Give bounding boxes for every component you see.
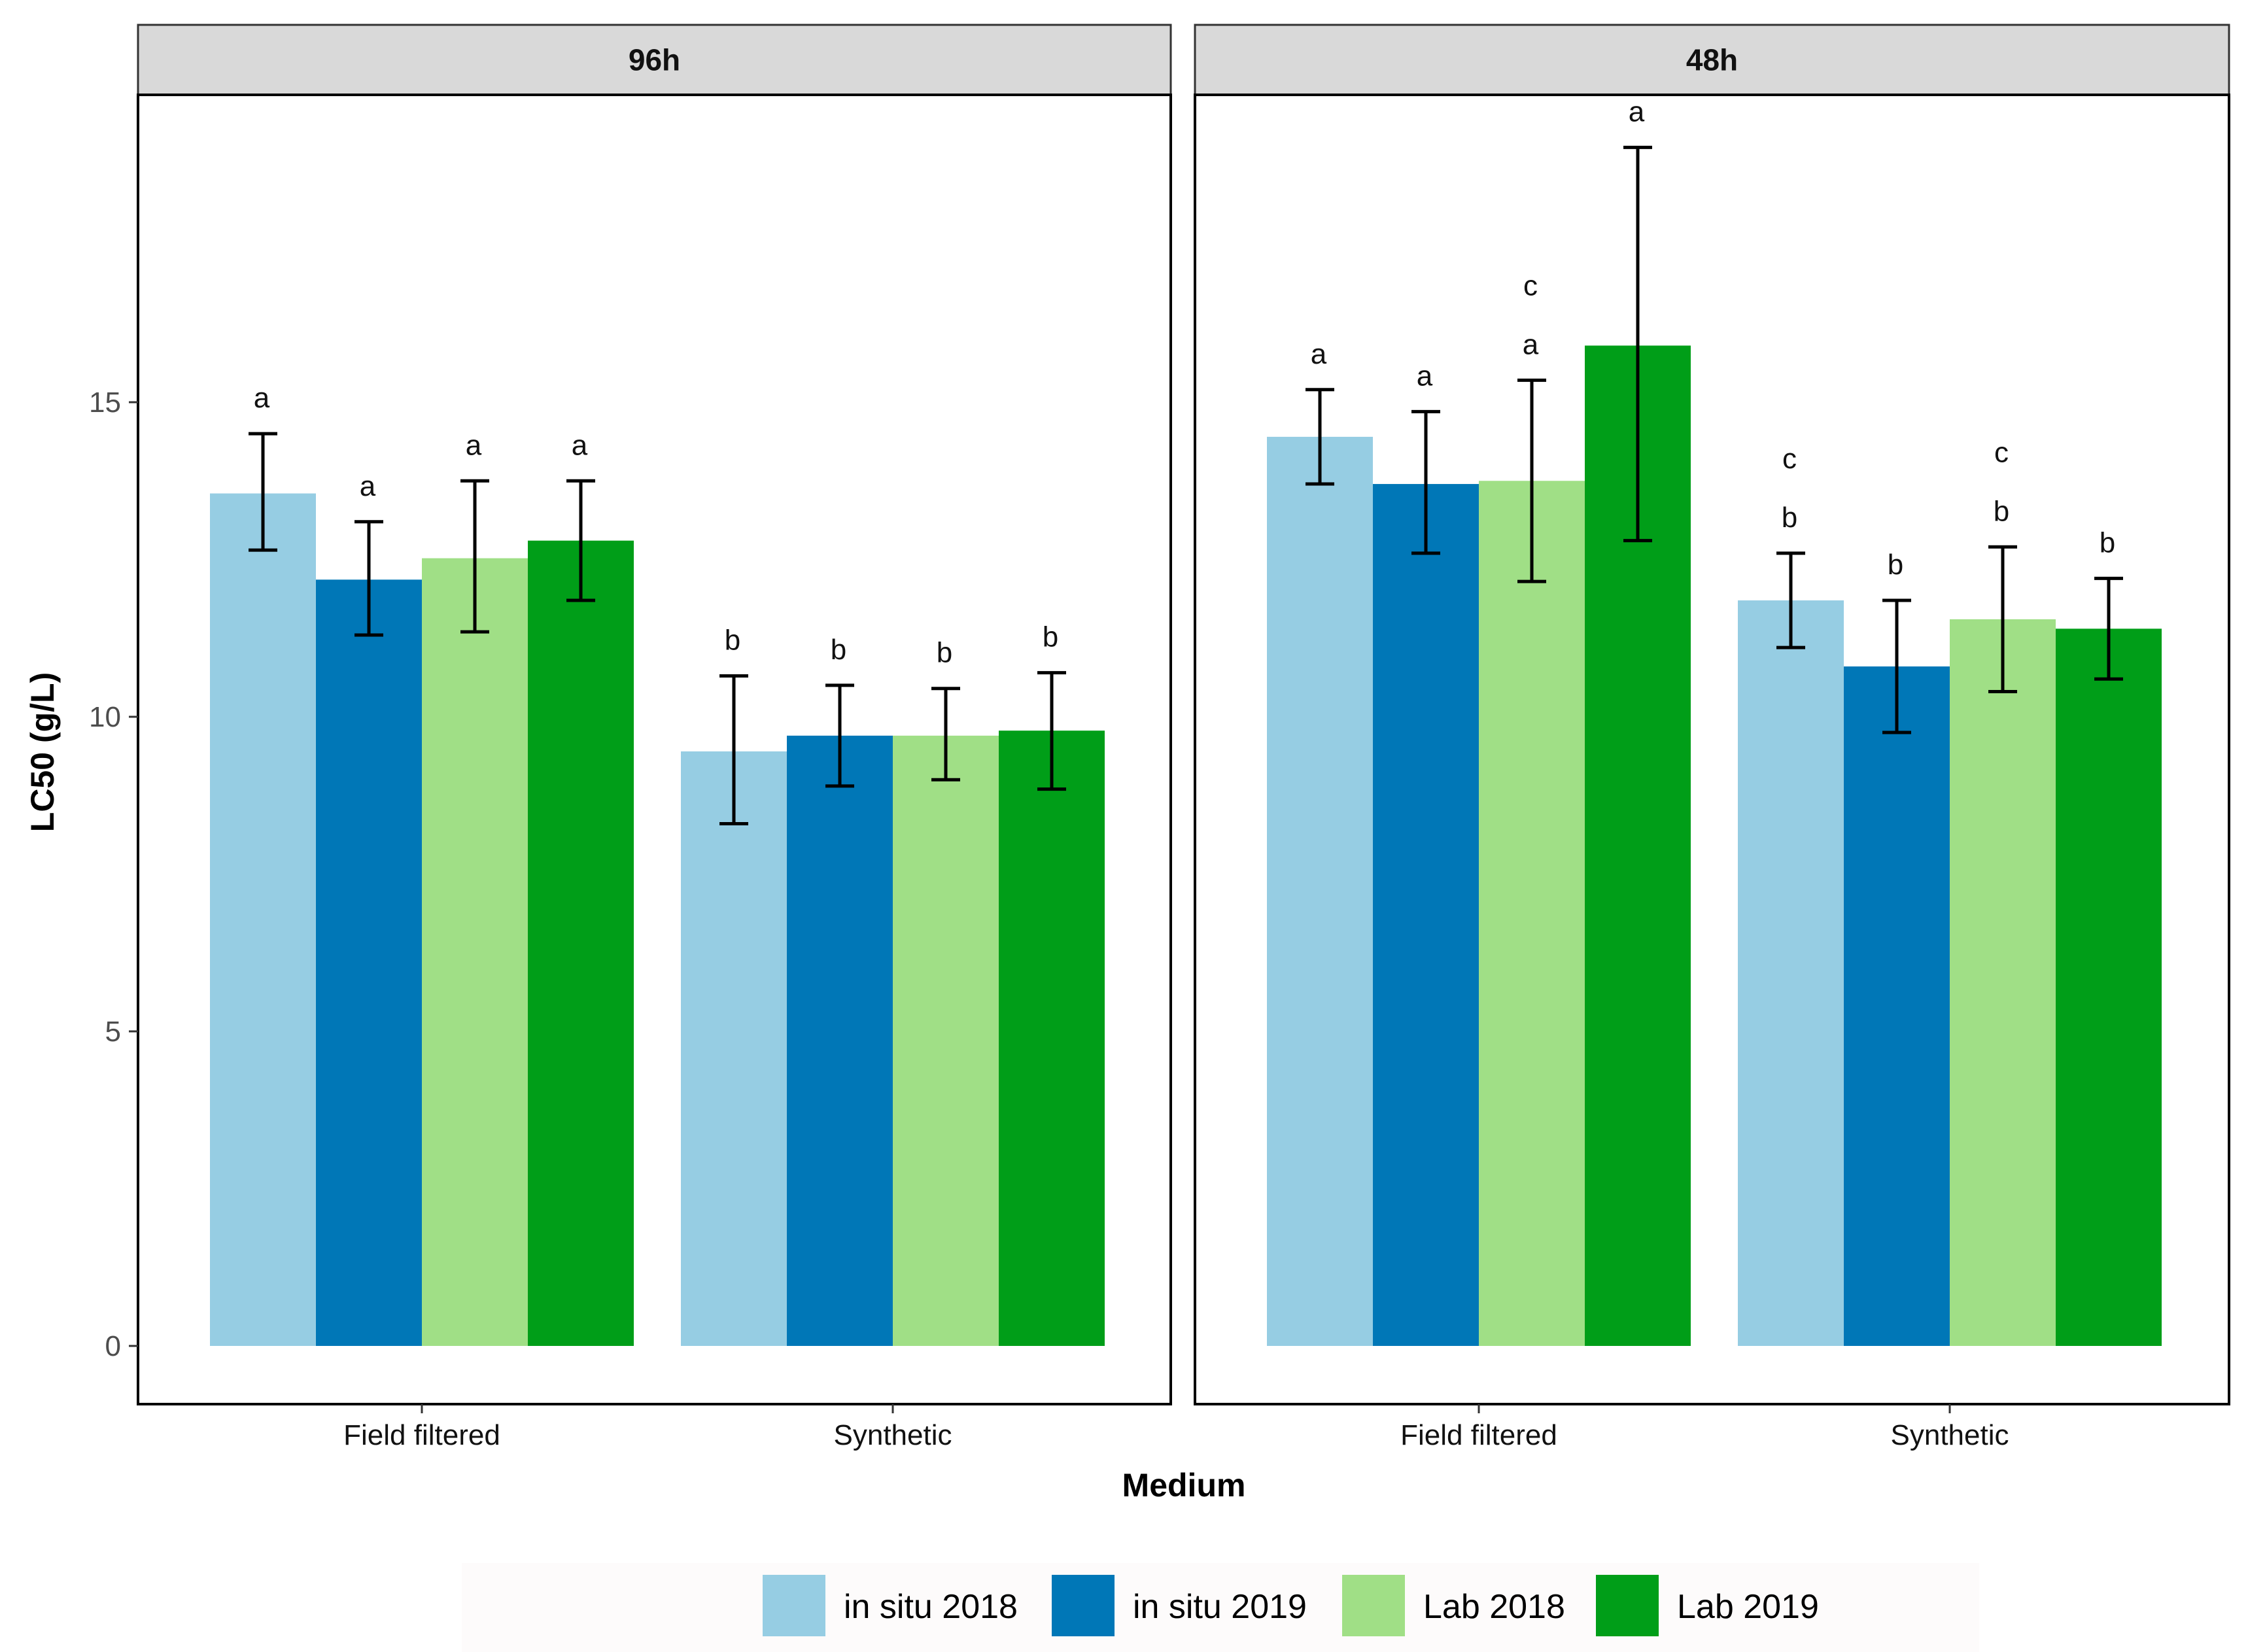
legend: in situ 2018 in situ 2019 Lab 2018 Lab 2019	[462, 1563, 1979, 1652]
legend-label: in situ 2019	[1133, 1588, 1307, 1626]
y-tick-label: 15	[89, 387, 121, 419]
error-bar	[931, 687, 960, 782]
significance-letter: a	[254, 382, 270, 414]
significance-letter: b	[2100, 526, 2115, 559]
significance-letter: b	[1043, 621, 1058, 653]
significance-letter: a	[1629, 95, 1645, 128]
error-bar	[354, 520, 383, 637]
legend-label: in situ 2018	[844, 1588, 1018, 1626]
error-bar	[1882, 598, 1911, 734]
y-tick-label: 5	[105, 1016, 121, 1048]
bar-in-situ-2018	[1267, 436, 1373, 1347]
legend-item: Lab 2018	[1342, 1575, 1565, 1636]
legend-swatch	[763, 1575, 825, 1636]
x-axis-title: Medium	[1122, 1467, 1246, 1504]
panel-strip	[137, 24, 1172, 96]
significance-letter: b	[725, 624, 740, 656]
y-axis: 0 5 10 15	[89, 387, 138, 1362]
significance-letter: b	[937, 637, 952, 669]
x-tick-label: Field filtered	[343, 1419, 500, 1451]
bar-in-situ-2019	[316, 579, 422, 1347]
legend-label: Lab 2019	[1677, 1588, 1819, 1626]
error-bar	[1623, 145, 1652, 543]
legend-swatch	[1052, 1575, 1115, 1636]
panel-96h: 96h Field filtered a a a a Synthetic b b b b	[137, 24, 1172, 1451]
error-bar	[249, 432, 277, 552]
error-bar	[460, 479, 489, 634]
legend-item: in situ 2018	[763, 1575, 1018, 1636]
error-bar	[1306, 388, 1334, 486]
panel-strip	[1194, 24, 2230, 96]
bar-in-situ-2019	[1844, 666, 1950, 1346]
bar-in-situ-2018	[681, 751, 787, 1346]
y-tick-label: 0	[105, 1330, 121, 1362]
significance-letter: a	[1417, 360, 1433, 392]
bar-in-situ-2019	[1373, 484, 1479, 1346]
legend-swatch	[1342, 1575, 1405, 1636]
panel-title: 96h	[629, 43, 680, 77]
y-tick-label: 10	[89, 701, 121, 733]
error-bar	[1037, 671, 1066, 791]
panel-title: 48h	[1686, 43, 1738, 77]
panels: 96h Field filtered a a a a Synthetic b b b b 48h Fie…	[137, 24, 2230, 1451]
significance-letter: b	[1782, 502, 1797, 534]
error-bar	[1411, 409, 1440, 555]
significance-letter: c	[1782, 443, 1797, 475]
bar-in-situ-2018	[1738, 600, 1844, 1346]
legend-label: Lab 2018	[1423, 1588, 1565, 1626]
panel-border	[137, 94, 1172, 1405]
significance-letter: b	[1888, 549, 1903, 581]
bar-lab-2018	[893, 735, 999, 1346]
error-bar	[2094, 576, 2123, 681]
bar-lab-2019	[528, 540, 634, 1346]
error-bar	[719, 674, 748, 826]
y-axis-title: LC50 (g/L)	[24, 672, 61, 832]
x-tick-label: Synthetic	[834, 1419, 952, 1451]
legend-swatch	[1596, 1575, 1659, 1636]
bar-in-situ-2019	[787, 735, 893, 1346]
bar-lab-2019	[999, 731, 1105, 1346]
significance-letter: b	[831, 634, 846, 666]
bar-in-situ-2018	[210, 493, 316, 1346]
x-tick-label: Field filtered	[1400, 1419, 1557, 1451]
significance-letter: a	[360, 470, 376, 502]
bar-lab-2018	[1479, 481, 1585, 1346]
error-bar	[1988, 545, 2017, 694]
legend-item: in situ 2019	[1052, 1575, 1307, 1636]
legend-background	[462, 1563, 1979, 1652]
bar-lab-2018	[1950, 619, 2056, 1346]
error-bar	[1517, 378, 1546, 583]
significance-letter: c	[1994, 436, 2009, 468]
significance-letter: b	[1994, 495, 2009, 527]
significance-letter: a	[466, 429, 482, 461]
x-tick-label: Synthetic	[1891, 1419, 2009, 1451]
error-bar	[566, 479, 595, 602]
error-bar	[825, 683, 854, 788]
significance-letter: a	[572, 429, 588, 461]
error-bar	[1776, 551, 1805, 649]
bar-lab-2019	[2056, 628, 2162, 1346]
legend-item: Lab 2019	[1596, 1575, 1819, 1636]
significance-letter: a	[1311, 338, 1327, 370]
significance-letter: c	[1523, 269, 1538, 301]
bar-lab-2018	[422, 558, 528, 1347]
panel-border	[1194, 94, 2230, 1405]
significance-letter: a	[1523, 328, 1539, 360]
